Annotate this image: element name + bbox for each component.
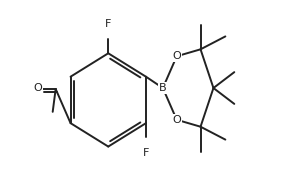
Text: O: O [34, 83, 43, 93]
Text: B: B [159, 83, 167, 93]
Text: F: F [143, 148, 149, 158]
Text: F: F [105, 19, 111, 28]
Text: O: O [172, 51, 181, 61]
Text: O: O [172, 115, 181, 125]
